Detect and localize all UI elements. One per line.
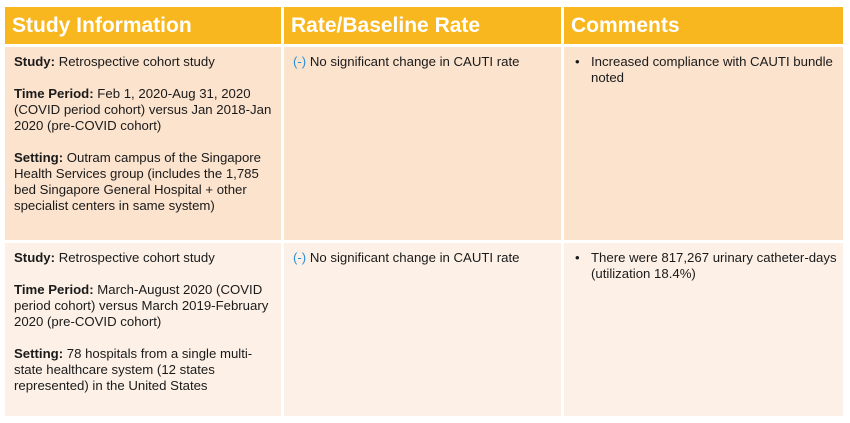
row2-time-period-line: Time Period: March-August 2020 (COVID pe…	[14, 282, 275, 330]
study-value: Retrospective cohort study	[55, 250, 215, 265]
study-table: Study Information Rate/Baseline Rate Com…	[5, 7, 843, 416]
setting-label: Setting:	[14, 346, 64, 361]
header-study-information: Study Information	[5, 7, 281, 44]
comment-bullet-item: • There were 817,267 urinary catheter-da…	[573, 250, 837, 282]
row2-study-information-cell: Study: Retrospective cohort study Time P…	[5, 243, 281, 416]
time-period-label: Time Period:	[14, 282, 94, 297]
time-period-value: March-August 2020 (COVID period cohort) …	[14, 282, 269, 329]
rate-change-text: No significant change in CAUTI rate	[306, 54, 520, 69]
setting-value: Outram campus of the Singapore Health Se…	[14, 150, 262, 213]
rate-change-text: No significant change in CAUTI rate	[306, 250, 520, 265]
row2-setting-line: Setting: 78 hospitals from a single mult…	[14, 346, 275, 394]
row1-time-period-line: Time Period: Feb 1, 2020-Aug 31, 2020 (C…	[14, 86, 275, 134]
rate-change-sign: (-)	[293, 54, 307, 69]
row2-study-line: Study: Retrospective cohort study	[14, 250, 275, 266]
comment-text: There were 817,267 urinary catheter-days…	[591, 250, 837, 281]
study-label: Study:	[14, 250, 56, 265]
time-period-value: Feb 1, 2020-Aug 31, 2020 (COVID period c…	[14, 86, 272, 133]
bullet-icon: •	[575, 250, 580, 265]
bullet-icon: •	[575, 54, 580, 69]
time-period-label: Time Period:	[14, 86, 94, 101]
study-label: Study:	[14, 54, 56, 69]
comment-text: Increased compliance with CAUTI bundle n…	[591, 54, 833, 85]
header-rate-baseline-rate: Rate/Baseline Rate	[284, 7, 561, 44]
row1-study-information-cell: Study: Retrospective cohort study Time P…	[5, 47, 281, 240]
setting-value: 78 hospitals from a single multi-state h…	[14, 346, 253, 393]
row1-study-line: Study: Retrospective cohort study	[14, 54, 275, 70]
setting-label: Setting:	[14, 150, 64, 165]
study-value: Retrospective cohort study	[55, 54, 215, 69]
row1-setting-line: Setting: Outram campus of the Singapore …	[14, 150, 275, 214]
header-comments: Comments	[564, 7, 843, 44]
row2-comments-cell: • There were 817,267 urinary catheter-da…	[564, 243, 843, 416]
row2-rate-cell: (-) No significant change in CAUTI rate	[284, 243, 561, 416]
row1-rate-cell: (-) No significant change in CAUTI rate	[284, 47, 561, 240]
comment-bullet-item: • Increased compliance with CAUTI bundle…	[573, 54, 837, 86]
rate-change-sign: (-)	[293, 250, 307, 265]
row1-comments-cell: • Increased compliance with CAUTI bundle…	[564, 47, 843, 240]
